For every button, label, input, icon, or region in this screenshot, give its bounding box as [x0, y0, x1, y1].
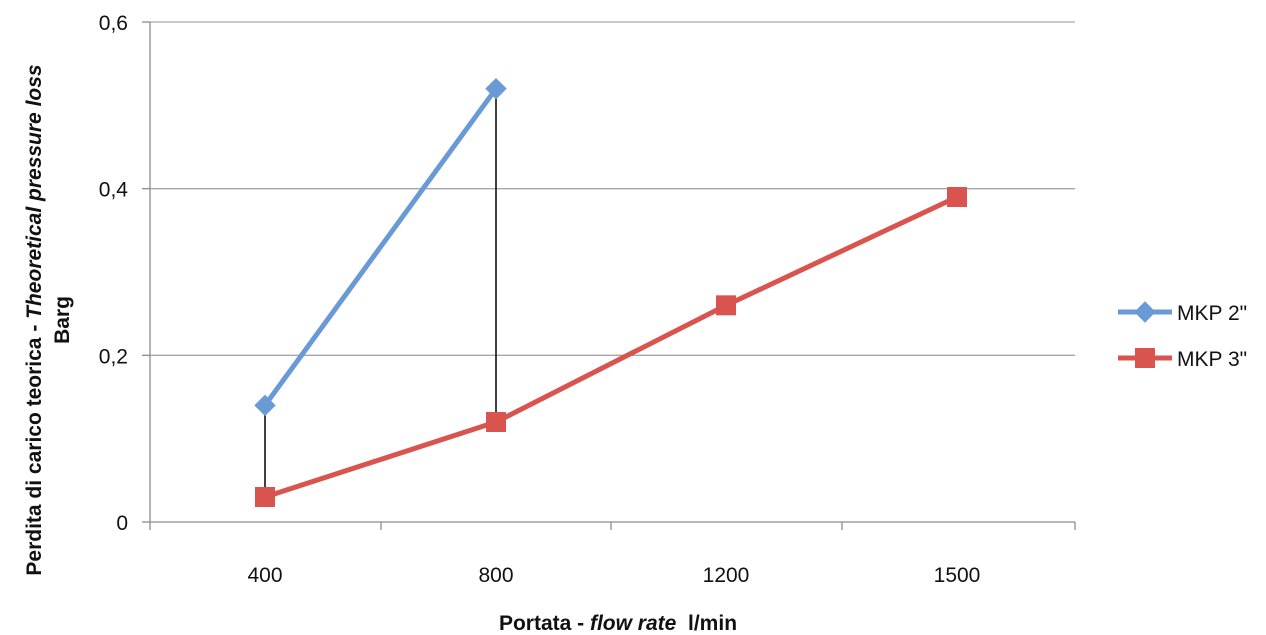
drop-lines: [264, 88, 497, 497]
x-tick-label: 800: [478, 564, 513, 587]
y-tick-labels: 0 0,2 0,4 0,6: [99, 12, 129, 535]
y-tick-label: 0: [116, 512, 128, 535]
y-tick-label: 0,6: [99, 12, 128, 35]
y-axis-title: Perdita di carico teorica - Theoretical …: [23, 64, 74, 575]
x-axis-title: Portata - flow rate l/min: [499, 612, 737, 635]
x-tick-labels: 400 800 1200 1500: [247, 564, 980, 587]
data-point-marker: [947, 187, 967, 207]
series-line: [264, 194, 959, 500]
x-tick-label: 1200: [703, 564, 750, 587]
y-axis-title-line2: Barg: [51, 296, 74, 344]
x-tick-label: 400: [247, 564, 282, 587]
data-point-marker: [485, 77, 507, 100]
series-diamond: [254, 77, 507, 417]
y-tick-label: 0,4: [99, 179, 129, 202]
gridlines: [150, 21, 1075, 356]
y-tick-label: 0,2: [99, 345, 128, 368]
x-tick-label: 1500: [934, 564, 981, 587]
series-group: [254, 77, 967, 507]
legend-marker: [1135, 348, 1155, 368]
data-point-marker: [254, 394, 276, 417]
data-point-marker: [486, 412, 506, 432]
legend-marker: [1134, 301, 1156, 323]
legend-label: MKP 3": [1177, 348, 1247, 371]
series-line: [262, 87, 499, 407]
axes: [142, 21, 1076, 530]
legend: MKP 2" MKP 3": [1118, 301, 1247, 371]
series-square: [255, 187, 967, 507]
legend-label: MKP 2": [1177, 302, 1247, 325]
y-axis-title-line1: Perdita di carico teorica - Theoretical …: [23, 64, 46, 575]
data-point-marker: [255, 487, 275, 507]
data-point-marker: [716, 295, 736, 316]
